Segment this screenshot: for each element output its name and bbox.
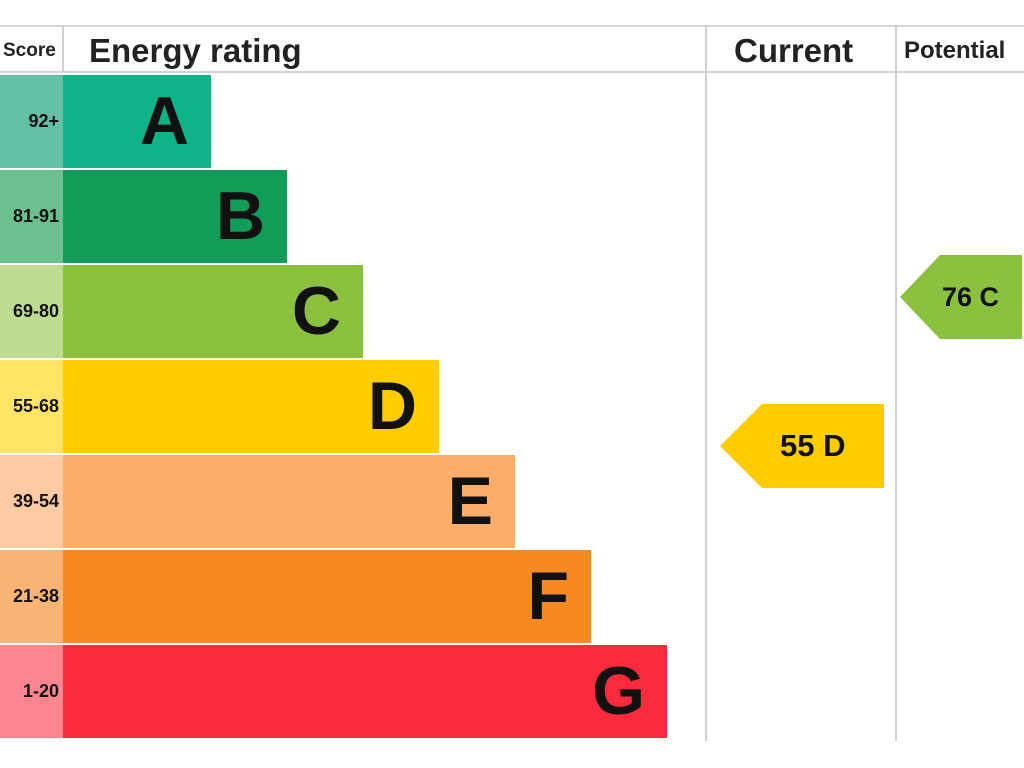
score-range-f: 21-38 <box>0 550 63 643</box>
score-range-d: 55-68 <box>0 360 63 453</box>
score-divider <box>62 26 64 72</box>
potential-rating-label: 76 C <box>942 281 1000 312</box>
band-bar-a: A <box>63 75 211 168</box>
potential-divider <box>895 26 897 741</box>
score-range-e: 39-54 <box>0 455 63 548</box>
current-header: Current <box>734 32 854 69</box>
header-top-border <box>0 25 1024 27</box>
energy-rating-header: Energy rating <box>89 32 302 69</box>
score-range-a: 92+ <box>0 75 63 168</box>
current-rating-arrow: 55 D <box>720 404 884 488</box>
current-arrow-shape <box>720 404 884 488</box>
score-range-c: 69-80 <box>0 265 63 358</box>
potential-arrow-shape <box>900 255 1022 339</box>
potential-rating-arrow: 76 C <box>900 255 1022 339</box>
score-header: Score <box>3 40 56 61</box>
band-bar-g: G <box>63 645 667 738</box>
band-bar-e: E <box>63 455 515 548</box>
band-bar-b: B <box>63 170 287 263</box>
current-rating-label: 55 D <box>780 428 846 463</box>
score-range-g: 1-20 <box>0 645 63 738</box>
band-bar-d: D <box>63 360 439 453</box>
band-bar-f: F <box>63 550 591 643</box>
band-bar-c: C <box>63 265 363 358</box>
header-bottom-border <box>0 71 1024 73</box>
current-divider <box>705 26 707 741</box>
score-range-b: 81-91 <box>0 170 63 263</box>
potential-header: Potential <box>904 37 1006 64</box>
